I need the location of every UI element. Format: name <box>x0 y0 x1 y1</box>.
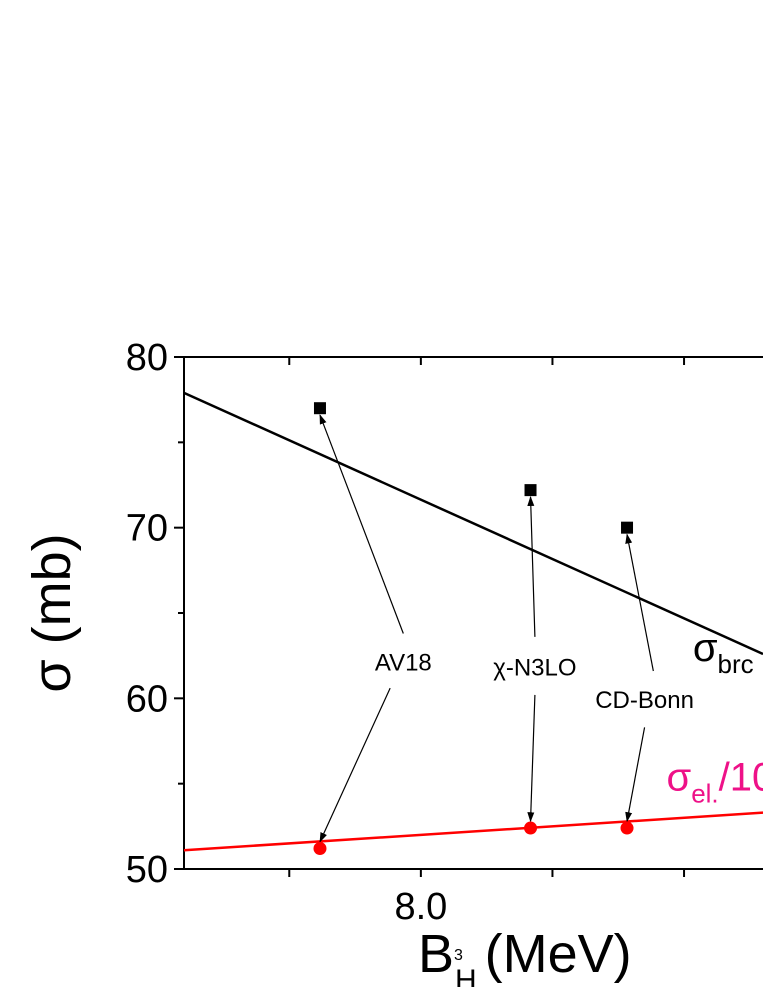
x-axis-label-unit: (MeV) <box>485 924 632 984</box>
annotation-arrow-up <box>319 414 404 634</box>
data-point <box>621 521 634 534</box>
annotation-arrow-down <box>625 727 646 823</box>
annotation-label: CD-Bonn <box>595 687 694 714</box>
y-tick-label: 60 <box>126 678 168 720</box>
x-tick-label: 8.0 <box>394 886 447 928</box>
data-point <box>313 842 327 856</box>
y-tick-label: 70 <box>126 508 168 550</box>
annotation-label: AV18 <box>375 649 432 676</box>
annotation-arrow-down <box>319 687 391 843</box>
annotation-arrow-down <box>527 694 536 823</box>
annotation-arrow-up <box>527 495 536 637</box>
data-point <box>524 821 538 835</box>
series-label: σel./10 <box>667 755 763 808</box>
series-label-tail: /10 <box>719 755 763 799</box>
data-point <box>313 402 326 415</box>
data-point <box>620 821 634 835</box>
fit-line <box>183 391 763 656</box>
data-points <box>313 402 634 856</box>
series-label-main: σ <box>667 755 692 799</box>
series-label-sub: brc <box>718 649 754 679</box>
fit-lines <box>183 391 763 852</box>
series-label-sub: el. <box>691 778 718 808</box>
annotation-arrow-up <box>625 533 654 672</box>
x-axis-label-base: B <box>418 924 454 984</box>
y-axis-label: σ (mb) <box>22 533 82 692</box>
annotation-arrows <box>319 414 654 843</box>
y-tick-label: 80 <box>126 337 168 379</box>
fit-line <box>183 811 763 852</box>
series-label: σbrc <box>693 626 754 679</box>
y-tick-label: 50 <box>126 849 168 891</box>
x-axis-label-sub: H <box>455 964 477 987</box>
series-label-main: σ <box>693 626 718 670</box>
x-axis-label: B3 H (MeV) <box>418 924 632 987</box>
ticks: 50 60 70 80 8.0 <box>126 337 686 928</box>
x-axis-label-sup: 3 <box>454 947 463 964</box>
data-point <box>524 484 537 497</box>
annotation-label: χ-N3LO <box>493 655 576 682</box>
